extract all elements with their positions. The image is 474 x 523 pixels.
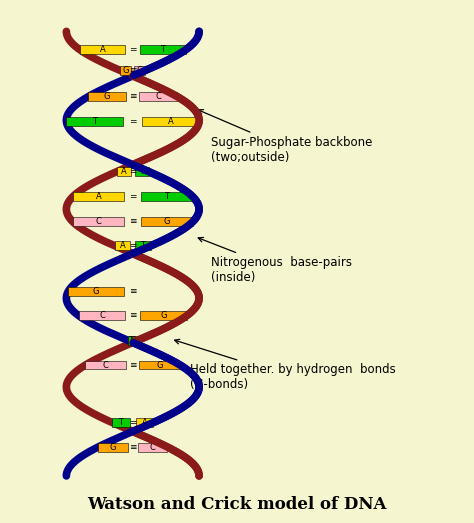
Text: =: = — [129, 45, 137, 54]
Text: G: G — [92, 287, 99, 297]
Bar — [139, 92, 177, 101]
Text: A: A — [142, 418, 147, 427]
Bar — [139, 361, 180, 369]
Bar — [73, 218, 124, 226]
Text: Watson and Crick model of DNA: Watson and Crick model of DNA — [87, 496, 387, 513]
Bar — [135, 241, 151, 251]
Text: C: C — [96, 217, 101, 226]
Bar — [140, 45, 186, 54]
Text: =: = — [129, 336, 137, 345]
Bar — [142, 117, 199, 126]
Bar — [133, 336, 137, 345]
Text: ≡: ≡ — [129, 442, 137, 452]
Text: T: T — [140, 241, 146, 251]
Bar — [112, 418, 130, 427]
Text: Sugar-Phosphate backbone
(two;outside): Sugar-Phosphate backbone (two;outside) — [198, 110, 372, 164]
Text: =: = — [129, 241, 137, 251]
Bar — [79, 311, 125, 320]
Text: C: C — [149, 442, 155, 452]
Text: T: T — [164, 191, 169, 201]
Bar — [128, 336, 132, 345]
Text: C: C — [155, 92, 161, 101]
Text: Nitrogenous  base-pairs
(inside): Nitrogenous base-pairs (inside) — [198, 237, 352, 285]
Text: C: C — [137, 66, 143, 75]
Text: =: = — [129, 167, 137, 176]
Text: =: = — [129, 191, 137, 201]
Text: G: G — [104, 92, 110, 101]
Text: ≡: ≡ — [129, 311, 137, 321]
Bar — [140, 311, 187, 320]
Text: T: T — [92, 117, 98, 127]
Bar — [68, 288, 124, 296]
Text: A: A — [96, 191, 102, 201]
Text: T: T — [118, 418, 123, 427]
Text: G: G — [156, 360, 163, 370]
Text: A: A — [132, 336, 138, 345]
Text: =: = — [129, 117, 137, 127]
Text: G: G — [160, 311, 167, 321]
Text: T: T — [161, 45, 165, 54]
Bar — [85, 361, 126, 369]
Bar — [98, 442, 128, 452]
Text: A: A — [168, 117, 173, 127]
Bar — [141, 191, 192, 200]
Bar — [137, 442, 167, 452]
Bar — [73, 191, 124, 200]
Bar — [117, 167, 130, 176]
Bar — [80, 45, 125, 54]
Bar — [66, 117, 123, 126]
Text: ≡: ≡ — [129, 360, 137, 370]
Text: C: C — [99, 311, 105, 321]
Text: G: G — [110, 442, 116, 452]
Text: T: T — [139, 167, 144, 176]
Bar — [115, 241, 130, 251]
Text: =: = — [129, 418, 137, 427]
Bar — [141, 218, 192, 226]
Bar — [120, 66, 131, 75]
Text: G: G — [122, 66, 129, 75]
Text: Held together. by hydrogen  bonds
(H-bonds): Held together. by hydrogen bonds (H-bond… — [174, 339, 395, 392]
Text: A: A — [100, 45, 105, 54]
Bar — [88, 92, 127, 101]
Text: ≡: ≡ — [129, 92, 137, 101]
Text: T: T — [128, 336, 133, 345]
Text: ≡: ≡ — [129, 287, 137, 297]
Bar — [135, 167, 148, 176]
Text: ≡: ≡ — [129, 66, 137, 75]
Text: A: A — [121, 167, 127, 176]
Bar — [135, 66, 145, 75]
Bar — [136, 418, 154, 427]
Text: G: G — [164, 217, 170, 226]
Text: C: C — [103, 360, 109, 370]
Text: A: A — [119, 241, 125, 251]
Text: ≡: ≡ — [129, 217, 137, 226]
